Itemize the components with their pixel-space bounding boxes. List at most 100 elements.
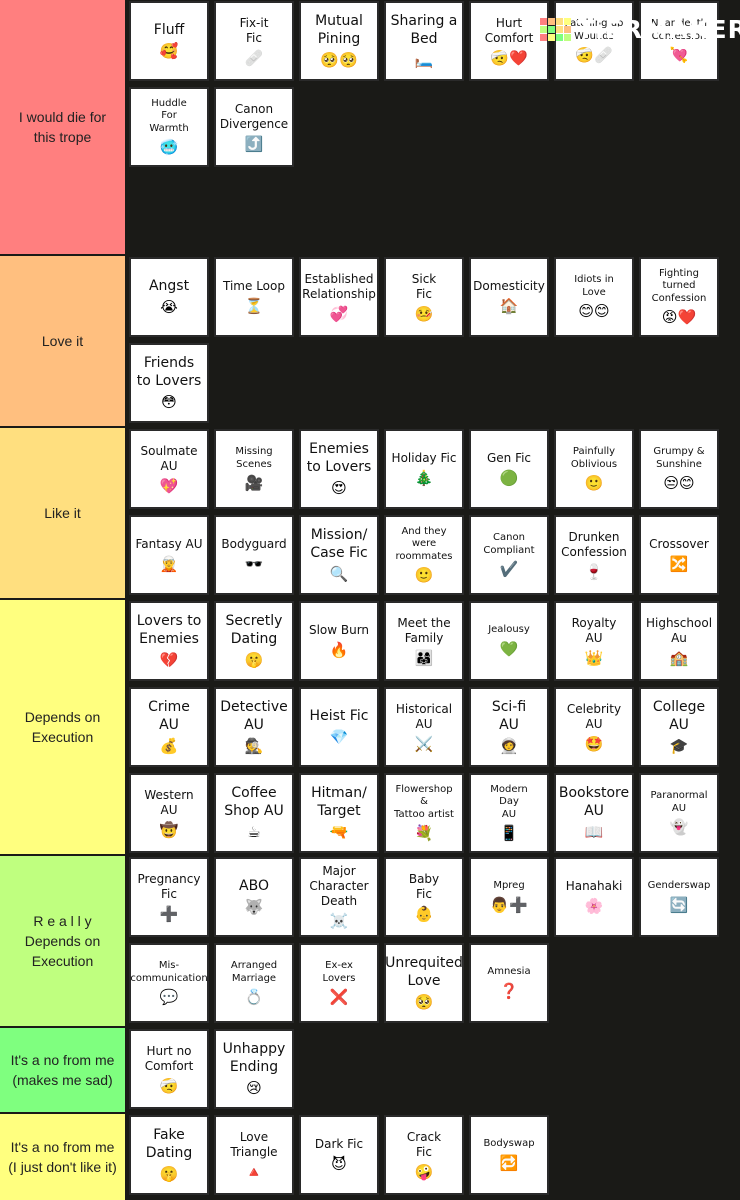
trope-card-patching-up-wounds[interactable]: Patching up Wounds 🤕🩹	[554, 1, 634, 81]
trope-card-huddle-for-warmth[interactable]: Huddle For Warmth 🥶	[129, 87, 209, 167]
trope-card-sci-fi-au[interactable]: Sci-fi AU 🧑‍🚀	[469, 687, 549, 767]
trope-card-established-relationship[interactable]: Established Relationship 💞	[299, 257, 379, 337]
trope-emoji-icon: 🥺	[414, 993, 434, 1011]
trope-title: Unrequited Love	[385, 955, 463, 989]
trope-card-lovers-to-enemies[interactable]: Lovers to Enemies 💔	[129, 601, 209, 681]
trope-title: Domesticity	[473, 279, 545, 293]
trope-card-paranormal-au[interactable]: Paranormal AU 👻	[639, 773, 719, 853]
trope-emoji-icon: 💘	[669, 46, 689, 64]
trope-card-drunken-confession[interactable]: Drunken Confession 🍷	[554, 515, 634, 595]
trope-card-unrequited-love[interactable]: Unrequited Love 🥺	[384, 943, 464, 1023]
trope-title: Fix-it Fic	[239, 15, 269, 45]
tier-row: It's a no from me (I just don't like it)…	[0, 1114, 740, 1200]
tier-label: Like it	[0, 428, 125, 598]
trope-card-dark-fic[interactable]: Dark Fic 😈	[299, 1115, 379, 1195]
trope-card-crack-fic[interactable]: Crack Fic 🤪	[384, 1115, 464, 1195]
trope-card-mpreg[interactable]: Mpreg 👨➕	[469, 857, 549, 937]
trope-emoji-icon: 💰	[159, 737, 179, 755]
trope-emoji-icon: 🥺🥺	[320, 51, 358, 69]
trope-emoji-icon: 💐	[414, 824, 434, 843]
trope-title: Enemies to Lovers	[306, 441, 372, 475]
trope-card-hitman-target[interactable]: Hitman/ Target 🔫	[299, 773, 379, 853]
trope-card-enemies-to-lovers[interactable]: Enemies to Lovers 😍	[299, 429, 379, 509]
trope-title: Sci-fi AU	[491, 699, 527, 733]
trope-card-detective-au[interactable]: Detective AU 🕵️	[214, 687, 294, 767]
trope-title: Established Relationship	[302, 271, 376, 301]
trope-card-pregnancy-fic[interactable]: Pregnancy Fic ➕	[129, 857, 209, 937]
trope-card-crossover[interactable]: Crossover 🔀	[639, 515, 719, 595]
trope-card-flowershop-tattoo-artist[interactable]: Flowershop & Tattoo artist 💐	[384, 773, 464, 853]
trope-card-amnesia[interactable]: Amnesia ❓	[469, 943, 549, 1023]
trope-card-ex-ex-lovers[interactable]: Ex-ex Lovers ❌	[299, 943, 379, 1023]
trope-emoji-icon: ☕	[247, 823, 261, 841]
trope-title: Holiday Fic	[391, 451, 457, 465]
logo-grid-cell	[564, 17, 571, 25]
trope-card-highschool-au[interactable]: Highschool Au 🏫	[639, 601, 719, 681]
trope-card-baby-fic[interactable]: Baby Fic 👶	[384, 857, 464, 937]
trope-card-arranged-marriage[interactable]: Arranged Marriage 💍	[214, 943, 294, 1023]
trope-card-abo[interactable]: ABO 🐺	[214, 857, 294, 937]
trope-card-unhappy-ending[interactable]: Unhappy Ending 😢	[214, 1029, 294, 1109]
trope-card-and-they-were-roommates[interactable]: And they were roommates 🙂	[384, 515, 464, 595]
trope-title: Meet the Family	[397, 615, 451, 645]
trope-card-coffee-shop-au[interactable]: Coffee Shop AU ☕	[214, 773, 294, 853]
trope-title: Hurt Comfort	[484, 15, 534, 45]
trope-card-domesticity[interactable]: Domesticity 🏠	[469, 257, 549, 337]
trope-card-gen-fic[interactable]: Gen Fic 🟢	[469, 429, 549, 509]
trope-card-love-triangle[interactable]: Love Triangle 🔺	[214, 1115, 294, 1195]
trope-card-modern-day-au[interactable]: Modern Day AU 📱	[469, 773, 549, 853]
trope-card-idiots-in-love[interactable]: Idiots in Love 😊😊	[554, 257, 634, 337]
trope-card-fix-it-fic[interactable]: Fix-it Fic 🩹	[214, 1, 294, 81]
trope-card-royalty-au[interactable]: Royalty AU 👑	[554, 601, 634, 681]
trope-card-secretly-dating[interactable]: Secretly Dating 🤫	[214, 601, 294, 681]
trope-card-bookstore-au[interactable]: Bookstore AU 📖	[554, 773, 634, 853]
trope-card-jealousy[interactable]: Jealousy 💚	[469, 601, 549, 681]
trope-card-mission-case-fic[interactable]: Mission/ Case Fic 🔍	[299, 515, 379, 595]
trope-card-missing-scenes[interactable]: Missing Scenes 🎥	[214, 429, 294, 509]
trope-card-mis-communication[interactable]: Mis- communication 💬	[129, 943, 209, 1023]
trope-title: Soulmate AU	[140, 443, 198, 473]
trope-card-meet-the-family[interactable]: Meet the Family 👨‍👩‍👧	[384, 601, 464, 681]
trope-card-major-character-death[interactable]: Major Character Death ☠️	[299, 857, 379, 937]
trope-card-angst[interactable]: Angst 😭	[129, 257, 209, 337]
trope-card-genderswap[interactable]: Genderswap 🔄	[639, 857, 719, 937]
tier-label: It's a no from me (makes me sad)	[0, 1028, 125, 1112]
trope-title: Time Loop	[223, 279, 285, 293]
trope-card-painfully-oblivious[interactable]: Painfully Oblivious 🙂	[554, 429, 634, 509]
trope-card-time-loop[interactable]: Time Loop ⏳	[214, 257, 294, 337]
trope-card-canon-compliant[interactable]: Canon Compliant ✔️	[469, 515, 549, 595]
trope-card-fantasy-au[interactable]: Fantasy AU 🧝	[129, 515, 209, 595]
trope-emoji-icon: 🔀	[669, 555, 689, 573]
trope-card-sharing-a-bed[interactable]: Sharing a Bed 🛏️	[384, 1, 464, 81]
trope-card-hanahaki[interactable]: Hanahaki 🌸	[554, 857, 634, 937]
trope-card-heist-fic[interactable]: Heist Fic 💎	[299, 687, 379, 767]
trope-title: Dark Fic	[314, 1137, 364, 1151]
tier-label: Depends on Execution	[0, 600, 125, 854]
trope-card-holiday-fic[interactable]: Holiday Fic 🎄	[384, 429, 464, 509]
trope-title: Friends to Lovers	[136, 355, 202, 389]
trope-card-soulmate-au[interactable]: Soulmate AU 💖	[129, 429, 209, 509]
trope-card-friends-to-lovers[interactable]: Friends to Lovers 😳	[129, 343, 209, 423]
trope-title: Genderswap	[647, 880, 711, 892]
trope-card-bodyguard[interactable]: Bodyguard 🕶️	[214, 515, 294, 595]
trope-card-mutual-pining[interactable]: Mutual Pining 🥺🥺	[299, 1, 379, 81]
trope-card-grumpy-sunshine[interactable]: Grumpy & Sunshine 😒😊	[639, 429, 719, 509]
trope-title: Sharing a Bed	[390, 13, 458, 47]
trope-emoji-icon: ☠️	[329, 912, 349, 930]
trope-card-historical-au[interactable]: Historical AU ⚔️	[384, 687, 464, 767]
trope-card-hurt-no-comfort[interactable]: Hurt no Comfort 🤕	[129, 1029, 209, 1109]
trope-card-college-au[interactable]: College AU 🎓	[639, 687, 719, 767]
trope-card-fake-dating[interactable]: Fake Dating 🤫	[129, 1115, 209, 1195]
trope-card-fluff[interactable]: Fluff 🥰	[129, 1, 209, 81]
trope-card-crime-au[interactable]: Crime AU 💰	[129, 687, 209, 767]
trope-card-western-au[interactable]: Western AU 🤠	[129, 773, 209, 853]
trope-card-slow-burn[interactable]: Slow Burn 🔥	[299, 601, 379, 681]
trope-card-bodyswap[interactable]: Bodyswap 🔁	[469, 1115, 549, 1195]
trope-card-near-death-confession[interactable]: Near death Confession 💘	[639, 1, 719, 81]
trope-card-fighting-turned-confession[interactable]: Fighting turned Confession 😡❤️	[639, 257, 719, 337]
trope-card-celebrity-au[interactable]: Celebrity AU 🤩	[554, 687, 634, 767]
trope-card-canon-divergence[interactable]: Canon Divergence ⤴️	[214, 87, 294, 167]
trope-card-hurt-comfort[interactable]: Hurt Comfort 🤕❤️	[469, 1, 549, 81]
trope-card-sick-fic[interactable]: Sick Fic 🤒	[384, 257, 464, 337]
trope-title: Hitman/ Target	[311, 785, 367, 819]
